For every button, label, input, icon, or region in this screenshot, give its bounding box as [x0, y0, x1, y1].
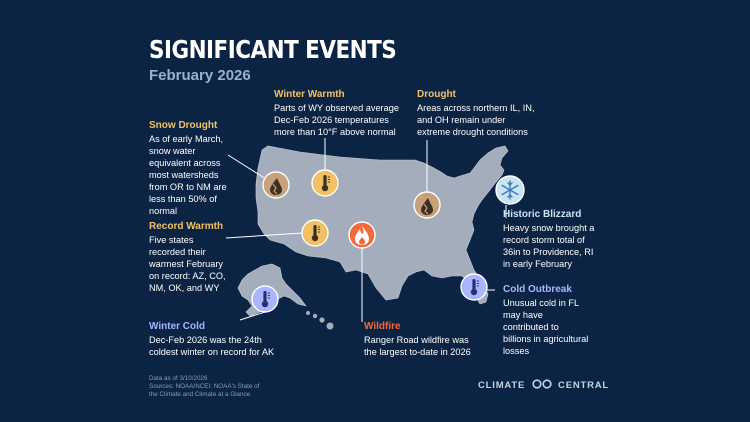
annotation-heading: Wildfire	[364, 321, 401, 332]
annotation-line: billions in agricultural	[503, 334, 589, 344]
annotation-line: on record: AZ, CO,	[149, 271, 226, 281]
drought-drop-icon	[413, 191, 441, 219]
logo-mark-icon	[531, 379, 552, 389]
footnote-line: the Climate and Climate at a Glance	[149, 391, 251, 398]
thermometer-icon	[311, 169, 339, 197]
annotation-heading: Winter Warmth	[274, 89, 345, 100]
annotation-line: coldest winter on record for AK	[149, 347, 275, 357]
annotation-line: less than 50% of	[149, 194, 217, 204]
connector-record-warmth	[225, 232, 303, 239]
annotation-line: normal	[149, 206, 178, 216]
annotation-line: Dec-Feb 2026 temperatures	[274, 115, 389, 125]
annotation-line: Ranger Road wildfire was	[364, 335, 469, 345]
logo-word-right: CENTRAL	[558, 380, 610, 391]
thermometer-icon	[251, 285, 279, 313]
annotation-line: Areas across northern IL, IN,	[417, 103, 535, 113]
annotation-line: Unusual cold in FL	[503, 298, 580, 308]
snowflake-icon	[495, 175, 525, 205]
annotation-line: may have	[503, 310, 543, 320]
annotation-line: in early February	[503, 259, 572, 269]
page-title: SIGNIFICANT EVENTS	[149, 35, 397, 64]
annotation-winter-cold: Winter Cold Dec-Feb 2026 was the 24th co…	[149, 321, 274, 358]
annotation-line: the largest to-date in 2026	[364, 347, 471, 357]
annotation-line: Heavy snow brought a	[503, 223, 595, 233]
thermometer-icon	[301, 219, 329, 247]
annotation-line: recorded their	[149, 247, 206, 257]
thermometer-icon	[460, 273, 488, 301]
annotation-line: contributed to	[503, 322, 559, 332]
annotation-line: record storm total of	[503, 235, 585, 245]
annotation-line: Parts of WY observed average	[274, 103, 399, 113]
annotation-snow-drought: Snow Drought As of early March, snow wat…	[149, 120, 227, 217]
connector-lines	[225, 138, 507, 322]
annotation-line: most watersheds	[149, 170, 219, 180]
annotation-line: from OR to NM are	[149, 182, 227, 192]
connector-snow-drought	[227, 154, 267, 180]
annotation-heading: Record Warmth	[149, 221, 224, 232]
page-subtitle: February 2026	[149, 67, 251, 84]
drought-drop-icon	[262, 171, 290, 199]
footnote-line: Sources: NOAA/NCEI; NOAA's State of	[149, 383, 260, 390]
connector-winter-cold	[239, 311, 266, 321]
annotation-wildfire: Wildfire Ranger Road wildfire was the la…	[364, 321, 471, 358]
hawaii-shape	[306, 311, 334, 330]
flame-icon	[348, 221, 376, 249]
annotation-line: Five states	[149, 235, 194, 245]
logo-word-left: CLIMATE	[478, 380, 526, 391]
annotation-drought: Drought Areas across northern IL, IN, an…	[417, 89, 534, 138]
annotation-line: 36in to Providence, RI	[503, 247, 594, 257]
annotation-winter-warmth: Winter Warmth Parts of WY observed avera…	[274, 89, 399, 138]
annotation-heading: Historic Blizzard	[503, 209, 582, 220]
annotation-line: equivalent across	[149, 158, 221, 168]
source-footnote: Data as of 3/10/2026 Sources: NOAA/NCEI;…	[149, 375, 259, 399]
climate-central-logo: CLIMATE CENTRAL	[478, 379, 609, 391]
annotation-line: more than 10°F above normal	[274, 127, 396, 137]
annotation-line: and OH remain under	[417, 115, 506, 125]
footnote-line: Data as of 3/10/2026	[149, 375, 208, 382]
annotation-line: As of early March,	[149, 134, 224, 144]
annotation-line: extreme drought conditions	[417, 127, 528, 137]
annotation-cold-outbreak: Cold Outbreak Unusual cold in FL may hav…	[503, 284, 588, 357]
annotation-line: snow water	[149, 146, 196, 156]
annotation-line: Dec-Feb 2026 was the 24th	[149, 335, 262, 345]
annotation-heading: Winter Cold	[149, 321, 206, 332]
annotation-historic-blizzard: Historic Blizzard Heavy snow brought a r…	[503, 209, 594, 270]
annotation-line: losses	[503, 346, 530, 356]
annotation-heading: Cold Outbreak	[503, 284, 572, 295]
annotation-record-warmth: Record Warmth Five states recorded their…	[149, 221, 226, 294]
annotation-heading: Snow Drought	[149, 120, 218, 131]
annotation-line: warmest February	[149, 259, 224, 269]
annotation-line: NM, OK, and WY	[149, 283, 220, 293]
annotation-heading: Drought	[417, 89, 456, 100]
